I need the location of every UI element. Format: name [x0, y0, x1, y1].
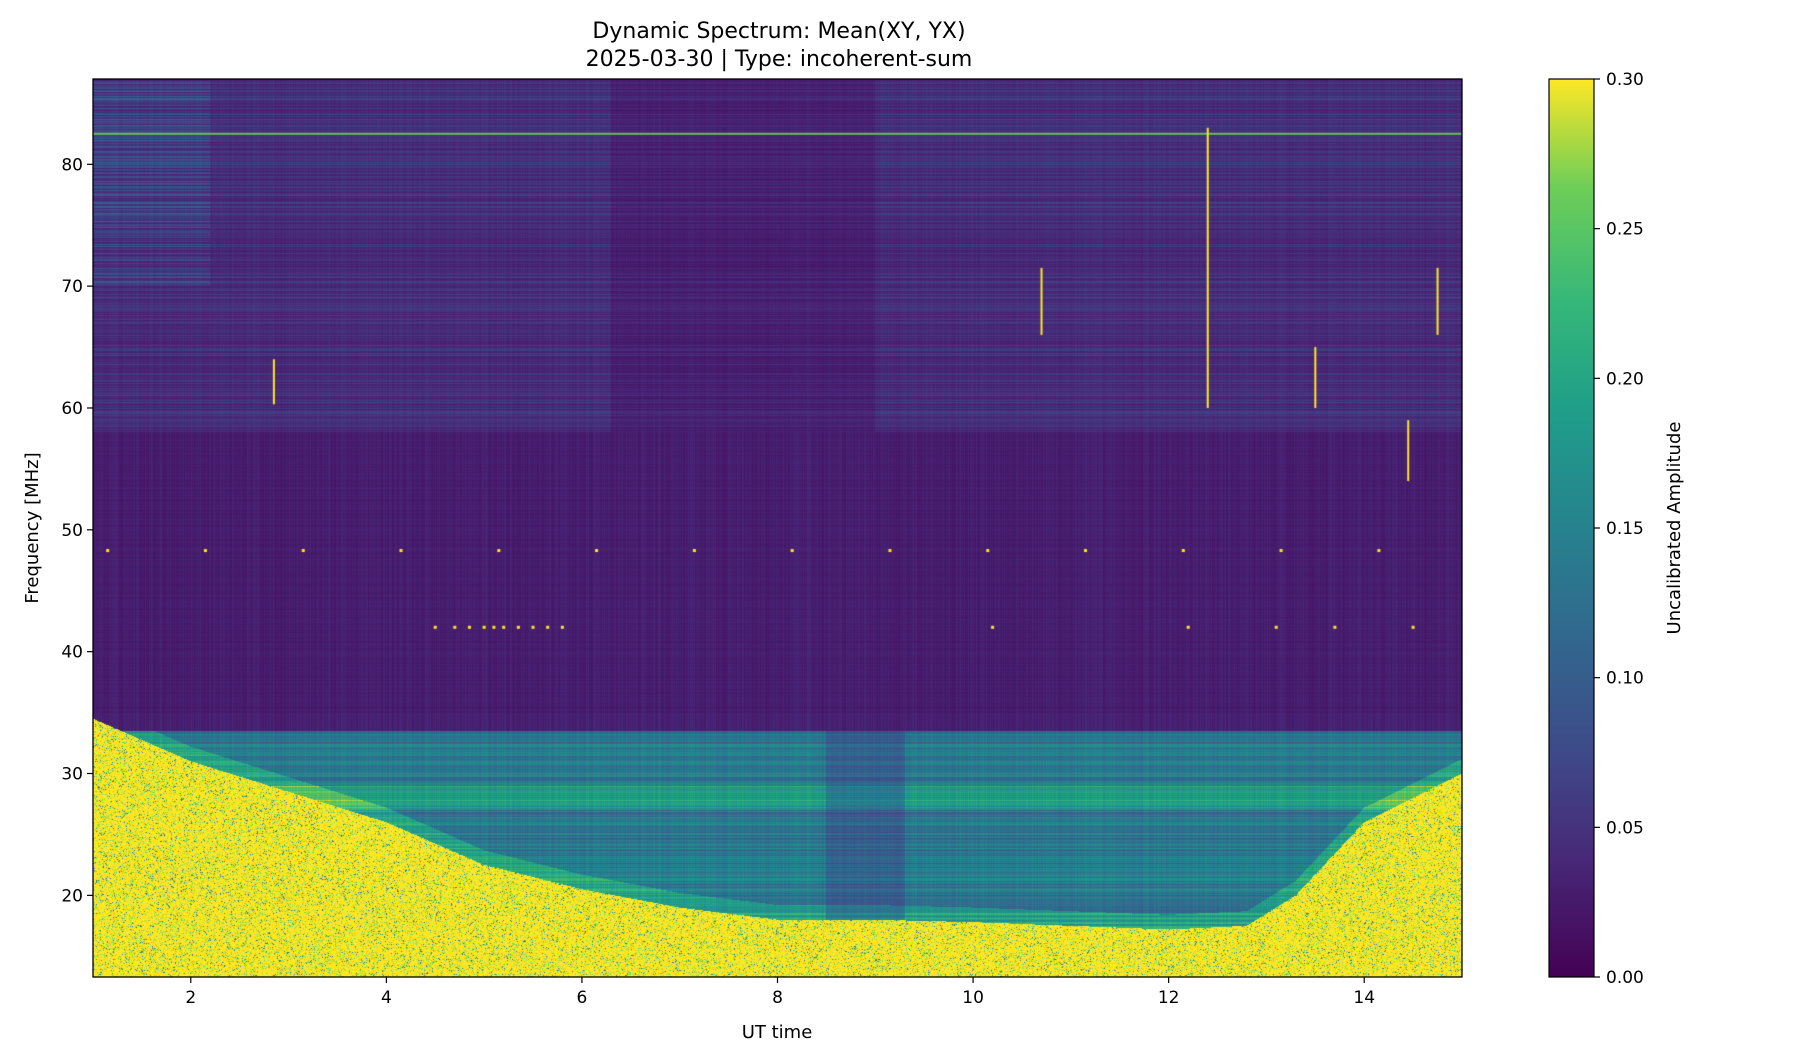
- x-tick-label: 10: [962, 988, 984, 1008]
- x-tick-label: 4: [381, 988, 392, 1008]
- colorbar-gradient: [1548, 78, 1595, 978]
- y-axis-label: Frequency [MHz]: [22, 452, 43, 603]
- colorbar-tick-label: 0.25: [1606, 220, 1644, 240]
- colorbar-tick-label: 0.15: [1606, 519, 1644, 539]
- y-tick-label: 20: [61, 886, 83, 906]
- chart-title: Dynamic Spectrum: Mean(XY, YX): [592, 19, 965, 44]
- colorbar-tick-label: 0.10: [1606, 669, 1644, 689]
- x-tick-label: 8: [772, 988, 783, 1008]
- colorbar: 0.00 0.05 0.10 0.15 0.20 0.25 0.30 Uncalibrate…: [1548, 70, 1685, 988]
- y-tick-label: 60: [61, 399, 83, 419]
- chart-subtitle: 2025-03-30 | Type: incoherent-sum: [586, 47, 973, 72]
- x-tick-label: 2: [185, 988, 196, 1008]
- colorbar-tick-label: 0.20: [1606, 369, 1644, 389]
- colorbar-tick-label: 0.05: [1606, 818, 1644, 838]
- y-tick-label: 30: [61, 765, 83, 785]
- y-tick-label: 50: [61, 521, 83, 541]
- y-tick-label: 40: [61, 643, 83, 663]
- x-axis-label: UT time: [742, 1022, 813, 1043]
- colorbar-label: Uncalibrated Amplitude: [1664, 422, 1685, 635]
- y-tick-label: 70: [61, 277, 83, 297]
- x-tick-label: 14: [1353, 988, 1375, 1008]
- heatmap-plot-area: [92, 78, 1463, 978]
- x-tick-label: 12: [1158, 988, 1180, 1008]
- x-tick-label: 6: [577, 988, 588, 1008]
- colorbar-tick-label: 0.00: [1606, 968, 1644, 988]
- spectrogram-canvas: [93, 79, 1462, 977]
- y-axis-ticks: 20 30 40 50 60 70 80: [61, 155, 93, 906]
- x-axis-ticks: 2 4 6 8 10 12 14: [185, 977, 1375, 1008]
- y-tick-label: 80: [61, 155, 83, 175]
- colorbar-tick-label: 0.30: [1606, 70, 1644, 90]
- colorbar-ticks: 0.00 0.05 0.10 0.15 0.20 0.25 0.30: [1594, 70, 1644, 988]
